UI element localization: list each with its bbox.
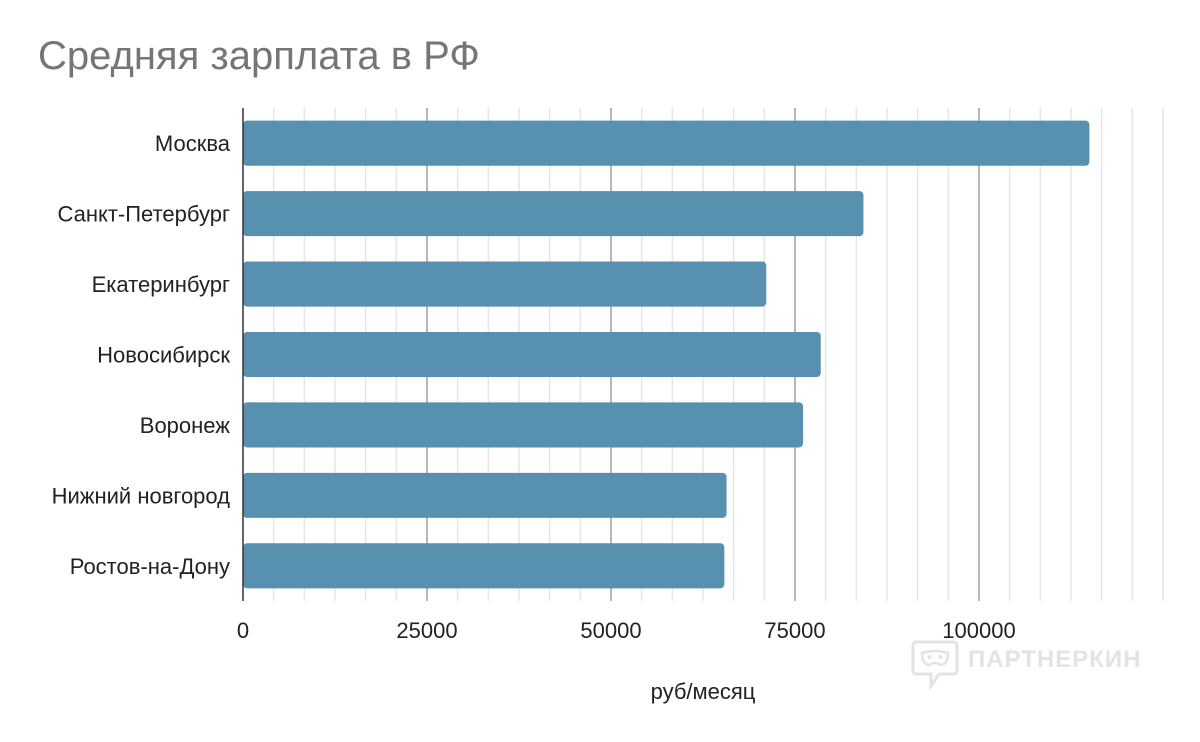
category-label: Новосибирск bbox=[97, 343, 230, 368]
bar bbox=[243, 402, 804, 448]
x-tick-label: 50000 bbox=[580, 618, 641, 643]
bar bbox=[243, 543, 725, 589]
x-tick-label: 25000 bbox=[396, 618, 457, 643]
bar bbox=[243, 120, 1090, 166]
x-tick-label: 0 bbox=[237, 618, 249, 643]
category-label: Нижний новгород bbox=[52, 483, 231, 508]
bar bbox=[243, 191, 864, 237]
speech-bubble-mask-icon bbox=[911, 640, 959, 691]
x-axis-title: руб/месяц bbox=[651, 679, 756, 704]
x-tick-label: 75000 bbox=[764, 618, 825, 643]
category-label: Воронеж bbox=[140, 413, 231, 438]
category-label: Ростов-на-Дону bbox=[70, 554, 230, 579]
watermark-text: ПАРТНЕРКИН bbox=[968, 646, 1142, 673]
x-tick-label: 100000 bbox=[942, 618, 1015, 643]
watermark: ПАРТНЕРКИН bbox=[911, 640, 1142, 691]
category-label: Екатеринбург bbox=[92, 272, 230, 297]
bar bbox=[243, 261, 767, 307]
bar bbox=[243, 472, 727, 518]
x-tick-labels: 0 25000 50000 75000 100000 bbox=[237, 618, 1016, 643]
category-labels: Москва Санкт-Петербург Екатеринбург Новосиб… bbox=[52, 131, 231, 579]
category-label: Москва bbox=[155, 131, 231, 156]
category-label: Санкт-Петербург bbox=[57, 202, 230, 227]
bar bbox=[243, 331, 821, 378]
chart-title: Средняя зарплата в РФ bbox=[38, 34, 480, 78]
bars bbox=[243, 120, 1090, 589]
